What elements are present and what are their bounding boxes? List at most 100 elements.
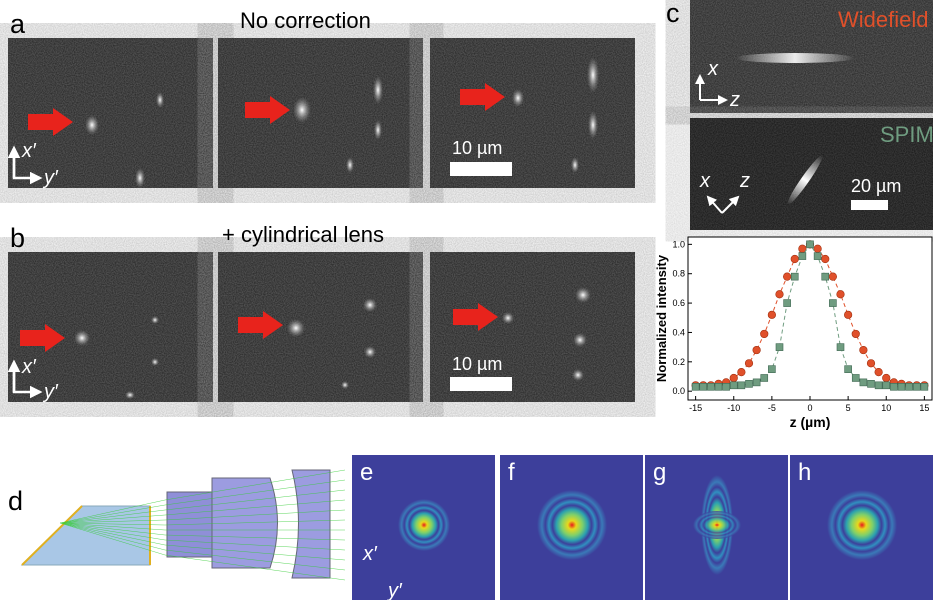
panel-label: b: [10, 223, 25, 253]
x-tick-label: -15: [689, 403, 702, 413]
x-tick-label: -10: [727, 403, 740, 413]
marker: [692, 383, 699, 390]
marker: [868, 380, 875, 387]
panel-label: c: [666, 0, 680, 28]
panel-label: a: [10, 9, 26, 39]
panel-title: + cylindrical lens: [222, 222, 384, 247]
marker: [860, 379, 867, 386]
psf: [827, 490, 897, 560]
spot: [512, 89, 524, 107]
marker: [730, 382, 737, 389]
marker: [776, 344, 783, 351]
marker: [829, 273, 837, 281]
y-tick-label: 0.6: [672, 298, 685, 308]
scale-bar: [450, 377, 512, 391]
spot: [573, 333, 587, 347]
marker: [844, 311, 852, 319]
spot: [587, 57, 599, 93]
marker: [890, 383, 897, 390]
axis-label: y′: [42, 381, 59, 403]
scale-bar: [851, 200, 888, 210]
axis-label: z: [739, 170, 750, 192]
y-tick-label: 1.0: [672, 239, 685, 249]
axis-label: y′: [42, 167, 59, 189]
marker: [829, 300, 836, 307]
x-tick-label: 0: [807, 403, 812, 413]
panel-label: e: [360, 459, 373, 486]
marker: [837, 290, 845, 298]
marker: [845, 366, 852, 373]
spot: [287, 319, 305, 337]
marker: [821, 255, 829, 263]
marker: [768, 366, 775, 373]
micrographs: [8, 38, 635, 402]
marker: [913, 383, 920, 390]
scale-bar: [450, 162, 512, 176]
x-tick-label: -5: [768, 403, 776, 413]
marker: [875, 368, 883, 376]
panel-label: d: [8, 486, 23, 516]
spot: [363, 298, 377, 312]
spot: [575, 287, 591, 303]
marker: [837, 344, 844, 351]
marker: [715, 383, 722, 390]
marker: [738, 382, 745, 389]
marker: [807, 241, 814, 248]
psf-panels: e f g h: [352, 455, 933, 600]
marker: [882, 374, 890, 382]
spot: [374, 120, 382, 140]
y-axis-label: Normalized intensity: [654, 254, 669, 382]
scale-bar-label: 10 µm: [452, 138, 502, 158]
marker: [730, 374, 738, 382]
marker: [760, 330, 768, 338]
prism: [22, 506, 150, 565]
scale-bar-label: 20 µm: [851, 176, 901, 196]
x-axis-label: z (µm): [790, 414, 831, 430]
spot: [502, 312, 514, 324]
noise: [8, 38, 213, 188]
spot: [571, 157, 579, 173]
marker: [723, 383, 730, 390]
y-tick-label: 0.0: [672, 386, 685, 396]
marker: [783, 273, 791, 281]
panel-label: f: [508, 459, 515, 486]
marker: [761, 374, 768, 381]
lens: [292, 470, 330, 578]
image-label: Widefield: [838, 7, 928, 32]
panel-label: g: [653, 459, 666, 486]
marker: [883, 382, 890, 389]
spot: [156, 92, 164, 108]
spot: [125, 391, 135, 399]
marker: [753, 346, 761, 354]
marker: [906, 383, 913, 390]
marker: [738, 368, 746, 376]
marker: [791, 255, 799, 263]
marker: [875, 382, 882, 389]
panel-title: No correction: [240, 8, 371, 33]
marker: [799, 253, 806, 260]
optics-diagram: [22, 470, 345, 580]
marker: [700, 383, 707, 390]
marker: [784, 300, 791, 307]
x-tick-label: 5: [846, 403, 851, 413]
marker: [852, 374, 859, 381]
spot: [74, 330, 90, 346]
axis-label: x: [699, 170, 711, 192]
marker: [768, 311, 776, 319]
marker: [745, 359, 753, 367]
marker: [791, 273, 798, 280]
panel-label: h: [798, 459, 811, 486]
spot: [373, 76, 383, 104]
axis-label: z: [729, 89, 740, 111]
marker: [707, 383, 714, 390]
spot: [151, 358, 159, 366]
figure: a No correction b + cylindrical lens 10 …: [0, 0, 933, 600]
spot: [135, 168, 145, 188]
marker: [822, 273, 829, 280]
psf: [693, 511, 741, 539]
marker: [814, 245, 822, 253]
image-label: SPIM: [880, 122, 933, 147]
marker: [898, 383, 905, 390]
axis-label: y′: [386, 580, 403, 600]
